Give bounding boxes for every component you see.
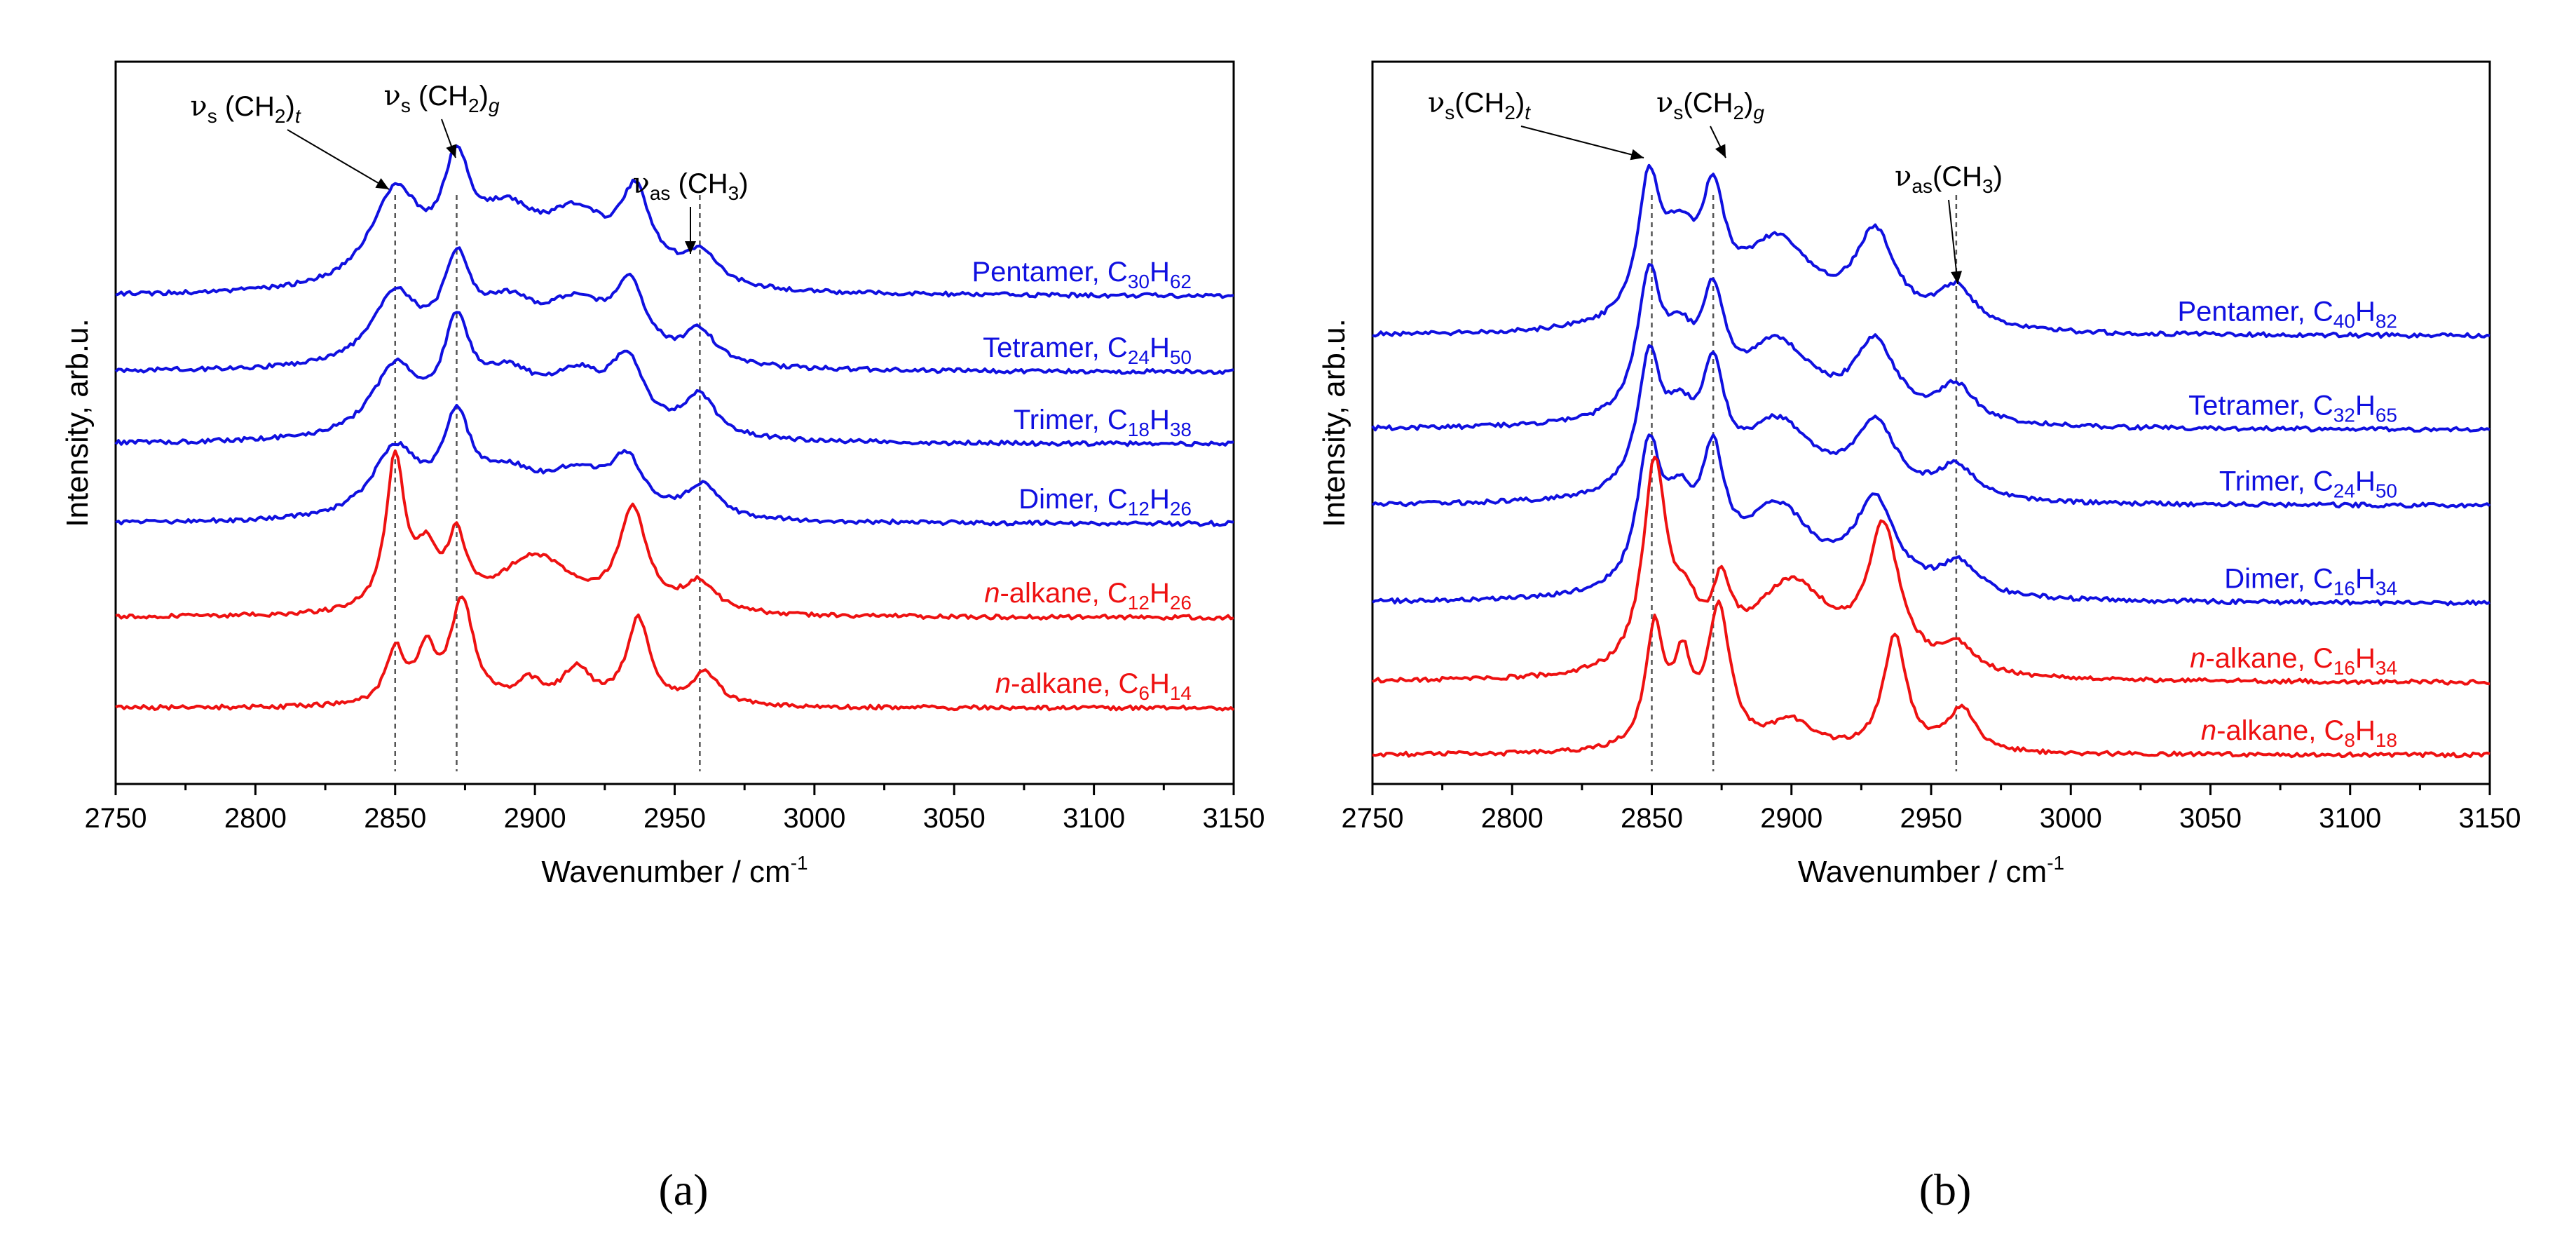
peak-annotation: νas (CH3) bbox=[632, 168, 748, 204]
peak-annotation: νs(CH2)t bbox=[1428, 87, 1531, 123]
x-tick-label: 3100 bbox=[2319, 803, 2381, 834]
series-line bbox=[1371, 344, 2491, 509]
x-axis-title: Wavenumber / cm-1 bbox=[1798, 852, 2064, 889]
annotation-arrowhead bbox=[375, 177, 389, 189]
series-label: Pentamer, C30H62 bbox=[972, 257, 1192, 292]
panel-a-label: (a) bbox=[658, 1165, 709, 1215]
annotation-arrowhead bbox=[685, 241, 696, 254]
series-line bbox=[114, 311, 1234, 447]
x-tick-label: 2750 bbox=[85, 803, 147, 834]
series-line bbox=[1372, 600, 2490, 759]
series-label: n-alkane, C8H18 bbox=[2201, 715, 2397, 751]
annotation-arrowhead bbox=[1951, 271, 1963, 284]
series-label: n-alkane, C6H14 bbox=[995, 668, 1192, 704]
peak-annotation: νas(CH3) bbox=[1895, 161, 2003, 197]
series-label: n-alkane, C12H26 bbox=[984, 578, 1192, 614]
series-label: Tetramer, C32H65 bbox=[2188, 390, 2397, 426]
series-label: Dimer, C12H26 bbox=[1018, 484, 1192, 520]
series-line bbox=[1372, 163, 2490, 339]
series-line bbox=[114, 246, 1234, 375]
x-tick-label: 3000 bbox=[2040, 803, 2102, 834]
series-label: n-alkane, C16H34 bbox=[2190, 643, 2397, 679]
x-tick-label: 3050 bbox=[923, 803, 986, 834]
series-line bbox=[115, 449, 1234, 621]
x-tick-label: 3050 bbox=[2179, 803, 2242, 834]
series-line bbox=[1372, 455, 2490, 686]
panel-a-chart: 2750 2800 2850 2900 2950 3000 3050 3100 3150 Wave… bbox=[60, 60, 1265, 889]
series-label: Tetramer, C24H50 bbox=[983, 332, 1192, 368]
annotation-arrowhead bbox=[1630, 149, 1644, 161]
peak-annotation: νs (CH2)t bbox=[190, 90, 301, 127]
series-line bbox=[115, 404, 1234, 527]
series-line bbox=[115, 144, 1234, 299]
x-axis-title: Wavenumber / cm-1 bbox=[541, 852, 807, 889]
peak-annotation: νs (CH2)g bbox=[383, 80, 499, 116]
y-axis-title: Intensity, arb.u. bbox=[1317, 318, 1351, 527]
annotation-arrowhead bbox=[1715, 144, 1726, 158]
panel-b-label: (b) bbox=[1919, 1165, 1972, 1215]
panel-b-chart: 2750 2800 2850 2900 2950 3000 3050 3100 3150 Wave… bbox=[1317, 60, 2521, 889]
series-label: Trimer, C18H38 bbox=[1014, 405, 1192, 440]
series-label: Dimer, C16H34 bbox=[2224, 564, 2397, 600]
x-tick-label: 2850 bbox=[1621, 803, 1683, 834]
series-label: Pentamer, C40H82 bbox=[2177, 296, 2397, 332]
annotation-arrow bbox=[1948, 199, 1958, 285]
series-line bbox=[1371, 263, 2490, 433]
series-line bbox=[115, 595, 1235, 712]
x-tick-label: 3150 bbox=[1203, 803, 1265, 834]
x-tick-label: 2900 bbox=[504, 803, 566, 834]
x-tick-label: 2800 bbox=[224, 803, 287, 834]
x-tick-label: 3000 bbox=[783, 803, 845, 834]
x-tick-label: 2850 bbox=[364, 803, 426, 834]
x-tick-label: 2750 bbox=[1342, 803, 1404, 834]
y-axis-title: Intensity, arb.u. bbox=[60, 318, 95, 527]
x-tick-label: 2950 bbox=[1900, 803, 1963, 834]
series-label: Trimer, C24H50 bbox=[2219, 466, 2397, 501]
x-tick-label: 2900 bbox=[1760, 803, 1822, 834]
annotation-arrowhead bbox=[446, 144, 457, 158]
x-tick-label: 2800 bbox=[1481, 803, 1543, 834]
x-tick-label: 2950 bbox=[643, 803, 706, 834]
series-line bbox=[1372, 433, 2490, 607]
x-tick-label: 3150 bbox=[2459, 803, 2521, 834]
x-tick-label: 3100 bbox=[1063, 803, 1125, 834]
peak-annotation: νs(CH2)g bbox=[1656, 87, 1764, 123]
annotation-arrow bbox=[287, 129, 390, 190]
annotation-arrow bbox=[1520, 126, 1644, 158]
